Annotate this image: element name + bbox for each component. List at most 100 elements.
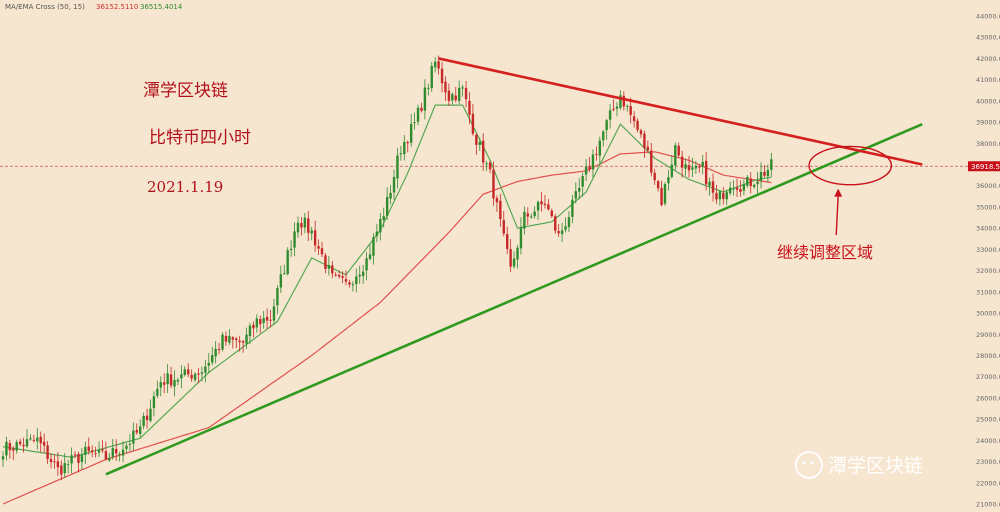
candle-body — [399, 153, 403, 155]
candle-body — [80, 455, 84, 462]
candle-body — [262, 318, 265, 323]
current-price-tag: 36918.52 — [968, 161, 1000, 172]
candle-body — [156, 388, 159, 396]
candle-body — [392, 177, 396, 193]
candle-body — [379, 219, 382, 233]
candle-body — [735, 187, 739, 190]
candle-body — [159, 382, 162, 388]
candle-body — [457, 87, 461, 101]
candle-body — [427, 87, 430, 89]
candle-body — [728, 187, 732, 194]
candle-body — [396, 155, 399, 179]
indicator-value-1: 36152.5110 — [96, 3, 138, 11]
candle-body — [296, 222, 300, 233]
candle-body — [478, 141, 481, 145]
candle-body — [770, 159, 773, 170]
candle-body — [557, 231, 560, 234]
note-title: 潭学区块链 — [143, 81, 228, 101]
y-tick-label: 29000.00 — [976, 331, 1000, 339]
candles — [1, 55, 773, 481]
candle-body — [550, 210, 553, 217]
candle-body — [766, 169, 770, 177]
candle-body — [684, 164, 687, 169]
candle-body — [183, 369, 186, 375]
candle-body — [454, 95, 457, 101]
candle-body — [211, 355, 214, 363]
candle-body — [15, 442, 18, 451]
y-tick-label: 31000.00 — [976, 288, 1000, 296]
y-tick-label: 22000.00 — [976, 479, 1000, 487]
candle-body — [135, 429, 138, 433]
annotation-text: 继续调整区域 — [777, 243, 873, 262]
candle-body — [451, 94, 454, 101]
candle-body — [516, 247, 519, 260]
candle-body — [149, 408, 152, 421]
wechat-icon — [795, 451, 823, 479]
candle-body — [97, 449, 101, 453]
candle-body — [385, 197, 389, 216]
candle-body — [650, 150, 653, 173]
candle-body — [512, 258, 516, 267]
candle-body — [289, 248, 293, 250]
candle-body — [722, 193, 725, 199]
candle-body — [121, 449, 125, 456]
candle-body — [482, 140, 485, 163]
candle-body — [598, 140, 602, 156]
y-tick-label: 41000.00 — [976, 76, 1000, 84]
candle-body — [348, 282, 351, 285]
candle-body — [667, 177, 670, 184]
candle-body — [584, 166, 588, 175]
candle-body — [279, 274, 283, 288]
candle-body — [286, 250, 289, 275]
candle-body — [60, 465, 63, 475]
candle-body — [567, 217, 571, 227]
candle-body — [313, 230, 317, 246]
candle-body — [344, 279, 348, 282]
candle-body — [173, 380, 176, 387]
candle-body — [656, 181, 660, 189]
candle-body — [368, 254, 372, 259]
candle-body — [12, 448, 15, 451]
candle-body — [142, 415, 145, 427]
candle-body — [622, 95, 626, 107]
candle-body — [361, 271, 365, 276]
candle-body — [763, 171, 766, 176]
candle-body — [718, 191, 722, 200]
candle-body — [495, 198, 499, 203]
candle-body — [506, 234, 509, 250]
candle-body — [169, 374, 173, 386]
candle-body — [704, 160, 708, 185]
candle-body — [217, 349, 221, 351]
candle-body — [56, 461, 60, 468]
candle-body — [499, 200, 502, 220]
candle-body — [200, 372, 204, 374]
indicator-value-2: 36515.4014 — [140, 3, 183, 11]
candle-body — [187, 369, 190, 375]
candle-body — [245, 334, 248, 344]
candle-body — [694, 165, 698, 169]
candle-body — [259, 319, 262, 325]
candle-body — [46, 445, 49, 460]
candle-body — [646, 146, 650, 151]
candle-body — [708, 181, 711, 186]
candle-body — [492, 169, 495, 199]
candle-body — [241, 341, 245, 343]
candle-body — [324, 255, 327, 269]
indicator-label: MA/EMA Cross (50, 15) — [5, 3, 85, 11]
candle-body — [752, 184, 756, 188]
note-subtitle: 比特币四小时 — [149, 128, 251, 148]
candle-body — [488, 162, 492, 170]
candle-body — [602, 131, 605, 141]
watermark: 潭学区块链 — [795, 451, 923, 479]
candle-body — [63, 463, 66, 474]
candle-body — [680, 156, 684, 168]
candle-body — [536, 201, 540, 211]
y-tick-label: 34000.00 — [976, 225, 1000, 233]
candle-body — [355, 276, 358, 284]
candle-body — [66, 464, 70, 466]
candle-body — [29, 438, 32, 440]
candle-body — [615, 106, 619, 109]
candle-body — [698, 166, 701, 168]
